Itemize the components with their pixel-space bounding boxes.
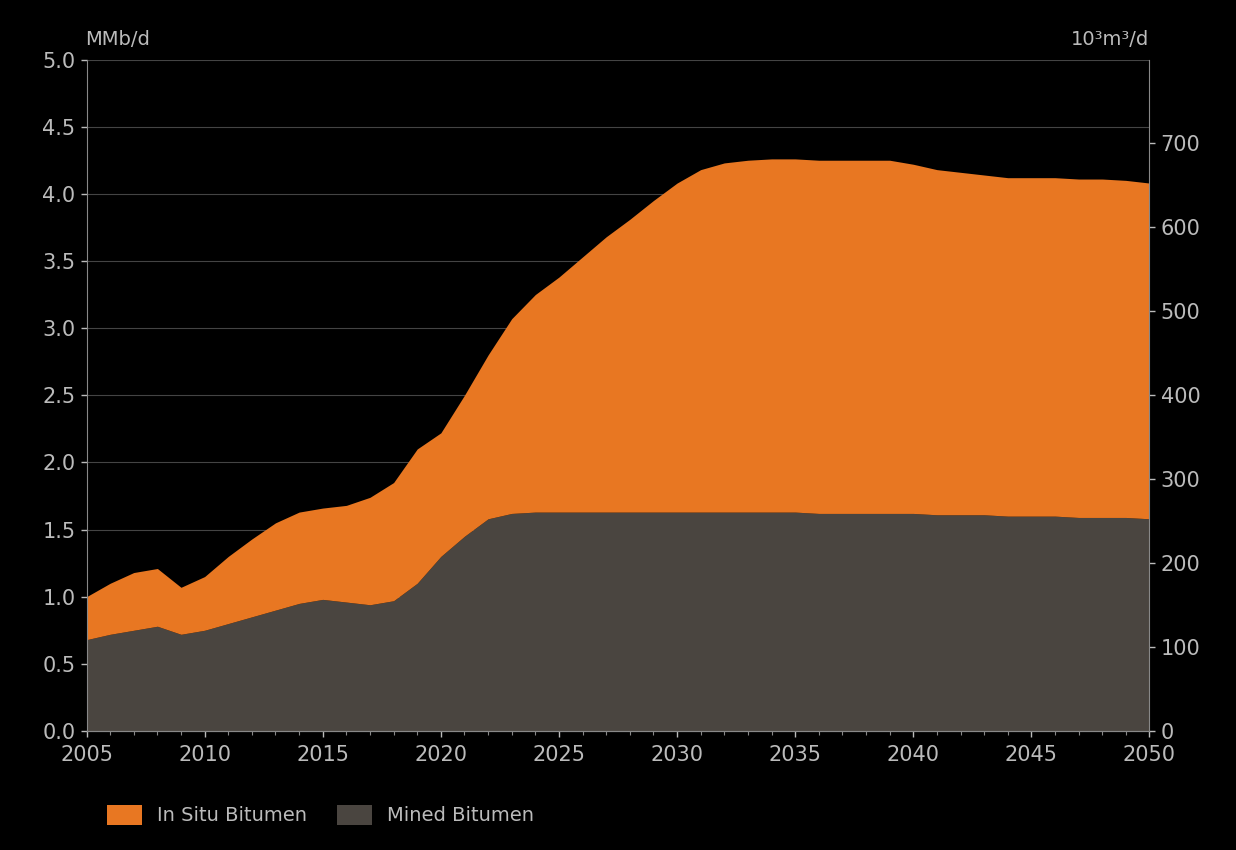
Text: 10³m³/d: 10³m³/d (1072, 31, 1149, 49)
Legend: In Situ Bitumen, Mined Bitumen: In Situ Bitumen, Mined Bitumen (106, 805, 534, 825)
Text: MMb/d: MMb/d (85, 31, 151, 49)
